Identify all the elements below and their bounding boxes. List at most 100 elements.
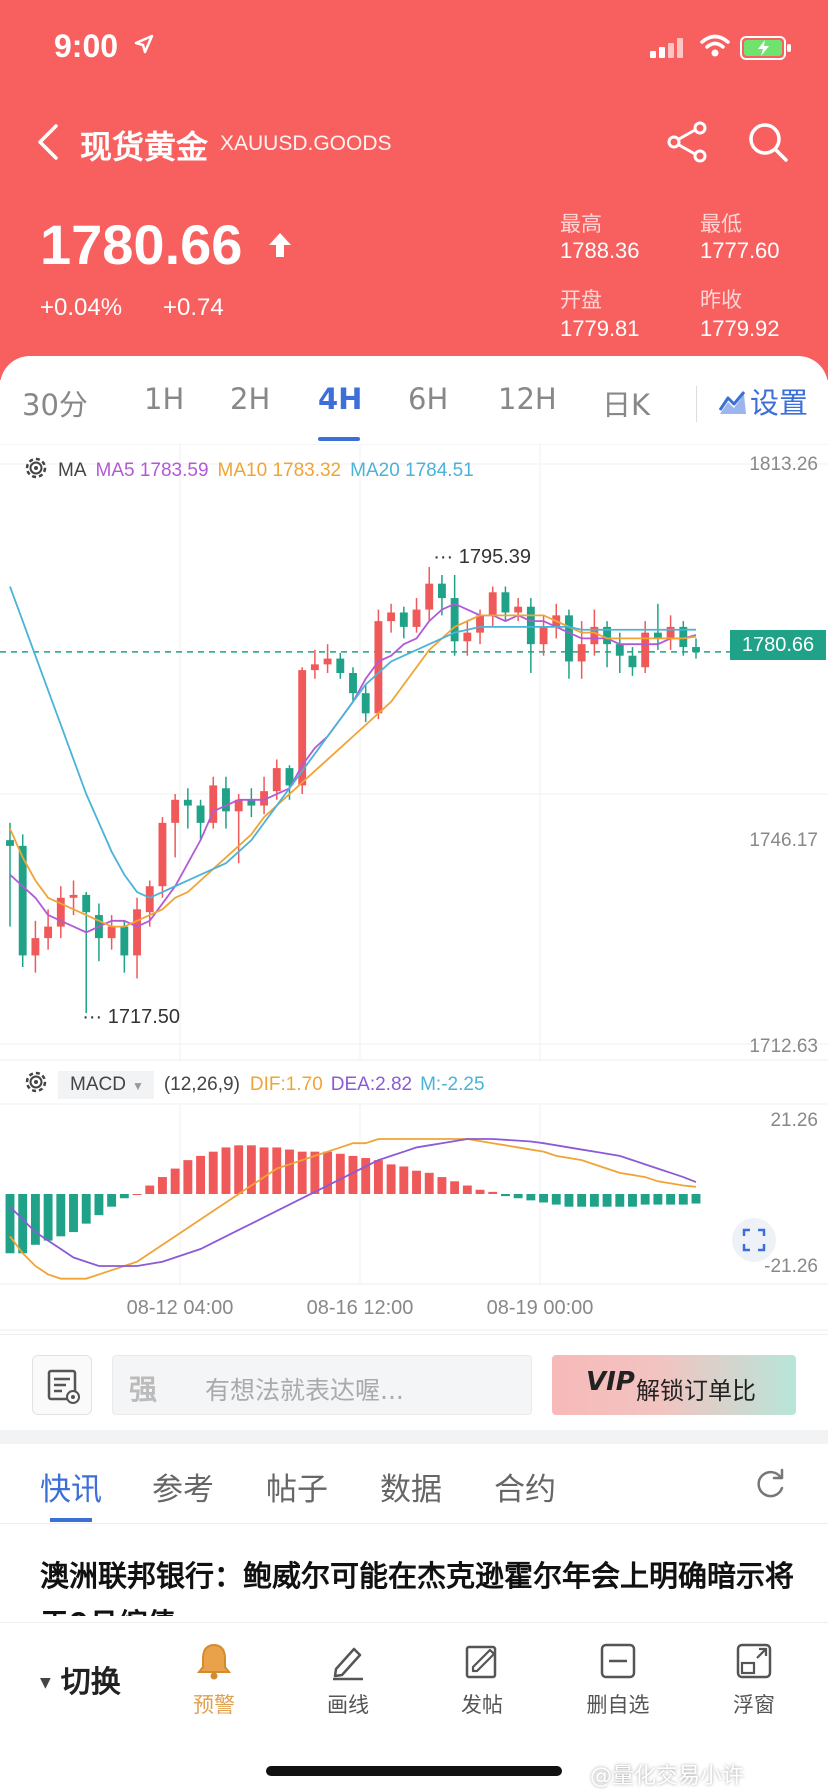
candle-body bbox=[323, 658, 332, 665]
ma10-value: MA10 1783.32 bbox=[217, 460, 342, 481]
macd-bar bbox=[335, 1153, 345, 1194]
bell-icon bbox=[196, 1643, 232, 1680]
tab-daily[interactable]: 日K bbox=[602, 388, 651, 422]
gear-icon[interactable] bbox=[22, 454, 50, 482]
ma-legend: MA MA5 1783.59 MA10 1783.32 MA20 1784.51 bbox=[22, 454, 483, 482]
indicator-select[interactable]: MACD ▼ bbox=[58, 1071, 154, 1099]
remove-watchlist-button[interactable]: 删自选 bbox=[568, 1641, 668, 1719]
float-label: 浮窗 bbox=[733, 1693, 775, 1717]
candle-body bbox=[692, 647, 700, 652]
tab-posts[interactable]: 帖子 bbox=[266, 1472, 328, 1508]
comment-bar: 强 有想法就表达喔... VIP 解锁订单比 bbox=[0, 1334, 828, 1430]
time-axis-label: 08-12 04:00 bbox=[127, 1297, 234, 1319]
macd-bar bbox=[666, 1194, 676, 1205]
macd-bar bbox=[488, 1191, 498, 1194]
compose-icon bbox=[465, 1645, 497, 1679]
comment-input[interactable]: 强 有想法就表达喔... bbox=[112, 1355, 532, 1415]
tab-divider bbox=[696, 386, 697, 422]
macd-bar bbox=[297, 1151, 307, 1194]
post-button[interactable]: 发帖 bbox=[432, 1641, 532, 1719]
back-icon[interactable] bbox=[36, 122, 60, 162]
tab-12h[interactable]: 12H bbox=[498, 382, 557, 416]
change-amount: +0.74 bbox=[163, 294, 224, 321]
low-value: 1777.60 bbox=[700, 238, 780, 263]
price-axis-max: 1813.26 bbox=[749, 454, 818, 475]
candle-body bbox=[590, 626, 599, 645]
macd-bar bbox=[551, 1194, 561, 1205]
vip-unlock-button[interactable]: VIP 解锁订单比 bbox=[552, 1355, 796, 1415]
macd-bar bbox=[513, 1194, 523, 1199]
candle-body bbox=[310, 664, 319, 671]
candle-body bbox=[577, 644, 586, 662]
macd-gear-icon[interactable] bbox=[22, 1068, 50, 1096]
candle-body bbox=[145, 886, 154, 913]
quote-header bbox=[0, 0, 828, 380]
pencil-icon bbox=[333, 1647, 363, 1681]
macd-bar bbox=[373, 1160, 383, 1194]
location-arrow-icon bbox=[134, 34, 154, 54]
dif-value: DIF:1.70 bbox=[249, 1074, 323, 1095]
home-indicator[interactable] bbox=[266, 1766, 562, 1776]
open-value: 1779.81 bbox=[560, 316, 640, 341]
ma20-line bbox=[9, 586, 697, 899]
candle-body bbox=[476, 615, 484, 633]
news-headline[interactable]: 澳洲联邦银行：鲍威尔可能在杰克逊霍尔年会上明确暗示将于9月缩债 bbox=[40, 1559, 795, 1616]
macd-bar bbox=[386, 1164, 396, 1194]
candle-body bbox=[260, 791, 269, 806]
refresh-icon[interactable] bbox=[752, 1466, 788, 1502]
chart-settings-icon bbox=[718, 391, 746, 414]
switch-button[interactable]: ▼ 切换 bbox=[40, 1657, 121, 1701]
kline-chart[interactable]: 1813.26 1746.17 1712.63 21.26 -21.26 08-12 04… bbox=[0, 444, 828, 1334]
ma10-line bbox=[9, 614, 697, 928]
m-value: M:-2.25 bbox=[420, 1074, 485, 1095]
candle-body bbox=[82, 894, 91, 913]
candle-body bbox=[234, 799, 243, 812]
notes-list-button[interactable] bbox=[32, 1355, 92, 1415]
macd-bar bbox=[589, 1194, 599, 1207]
macd-bar bbox=[18, 1194, 28, 1254]
candle-body bbox=[399, 612, 408, 627]
fullscreen-icon[interactable] bbox=[732, 1218, 776, 1262]
tab-4h[interactable]: 4H bbox=[318, 382, 363, 416]
chart-canvas[interactable]: 1813.26 1746.17 1712.63 21.26 -21.26 08-12 04… bbox=[0, 444, 828, 1334]
tab-reference[interactable]: 参考 bbox=[152, 1472, 214, 1508]
macd-bar bbox=[107, 1194, 117, 1207]
candle-body bbox=[679, 626, 688, 648]
chevron-down-icon: ▼ bbox=[131, 1079, 144, 1093]
settings-label: 设置 bbox=[750, 386, 809, 420]
float-window-button[interactable]: 浮窗 bbox=[704, 1641, 804, 1719]
tab-30m[interactable]: 30分 bbox=[22, 388, 88, 422]
tab-2h[interactable]: 2H bbox=[230, 382, 271, 416]
macd-bar bbox=[348, 1155, 358, 1194]
vip-label: 解锁订单比 bbox=[636, 1377, 756, 1405]
macd-bar bbox=[43, 1194, 53, 1241]
status-bar: 9:00 bbox=[0, 0, 828, 100]
macd-bar bbox=[462, 1185, 472, 1194]
candle-body bbox=[171, 799, 180, 823]
macd-bar bbox=[450, 1181, 460, 1194]
chart-settings-button[interactable]: 设置 bbox=[718, 380, 808, 422]
tab-6h[interactable]: 6H bbox=[408, 382, 449, 416]
tab-data[interactable]: 数据 bbox=[380, 1472, 442, 1508]
tab-1h[interactable]: 1H bbox=[144, 382, 185, 416]
candle-body bbox=[641, 632, 650, 668]
candle-body bbox=[69, 894, 78, 898]
draw-line-button[interactable]: 画线 bbox=[298, 1641, 398, 1719]
candle-body bbox=[120, 926, 129, 956]
candle-body bbox=[514, 606, 523, 613]
macd-axis-min: -21.26 bbox=[764, 1256, 818, 1277]
share-icon[interactable] bbox=[666, 120, 710, 164]
candle-body bbox=[463, 632, 472, 642]
tab-flash-news[interactable]: 快讯 bbox=[40, 1472, 102, 1508]
candle-body bbox=[298, 670, 307, 786]
macd-bar bbox=[119, 1194, 129, 1199]
tab-contract[interactable]: 合约 bbox=[494, 1472, 556, 1508]
alert-button[interactable]: 预警 bbox=[164, 1641, 264, 1719]
nav-bar: 现货黄金 XAUUSD.GOODS bbox=[0, 112, 828, 172]
candle-body bbox=[31, 938, 40, 956]
brand-logo: 强 bbox=[129, 1373, 158, 1406]
candle-body bbox=[247, 799, 256, 806]
macd-bar bbox=[691, 1194, 701, 1204]
candle-body bbox=[374, 621, 383, 714]
search-icon[interactable] bbox=[746, 120, 790, 164]
